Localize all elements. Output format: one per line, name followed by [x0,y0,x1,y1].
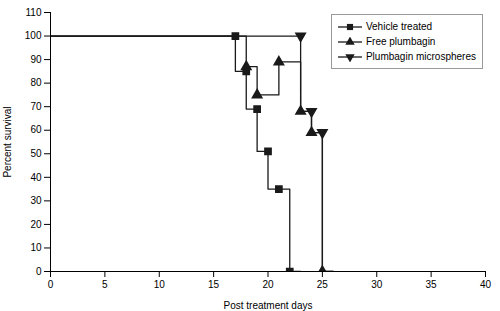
svg-text:5: 5 [102,279,108,290]
svg-text:80: 80 [30,77,42,88]
svg-text:35: 35 [426,279,438,290]
svg-text:20: 20 [262,279,274,290]
svg-text:70: 70 [30,101,42,112]
svg-text:90: 90 [30,54,42,65]
svg-text:Post treatment days: Post treatment days [224,300,313,311]
html-text:Vehicle treated: Vehicle treated [365,21,433,32]
svg-text:60: 60 [30,124,42,135]
html-text:Plumbagin microspheres: Plumbagin microspheres [365,51,476,62]
svg-text:0: 0 [36,266,42,277]
svg-text:100: 100 [25,30,42,41]
svg-text:15: 15 [208,279,220,290]
svg-text:25: 25 [317,279,329,290]
svg-text:30: 30 [371,279,383,290]
svg-text:20: 20 [30,219,42,230]
svg-text:0: 0 [48,279,54,290]
svg-text:10: 10 [30,242,42,253]
html-text:Free plumbagin: Free plumbagin [365,36,436,47]
svg-text:40: 40 [30,172,42,183]
svg-text:10: 10 [154,279,166,290]
svg-text:40: 40 [480,279,492,290]
svg-text:50: 50 [30,148,42,159]
svg-text:Percent survival: Percent survival [2,106,13,177]
svg-text:30: 30 [30,195,42,206]
svg-text:110: 110 [26,7,42,18]
